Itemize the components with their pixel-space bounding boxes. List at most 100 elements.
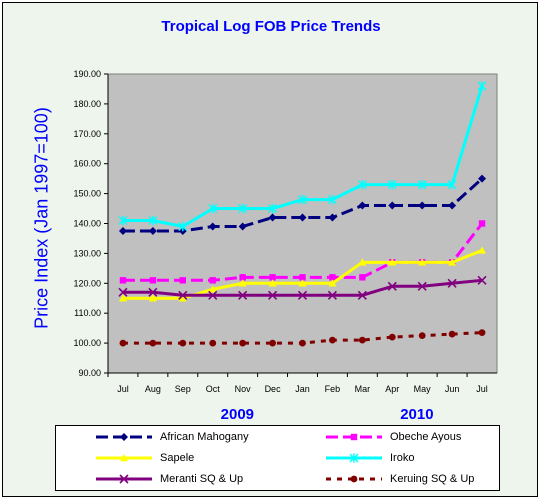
data-point bbox=[208, 290, 218, 300]
data-point bbox=[447, 179, 457, 190]
data-point bbox=[298, 213, 307, 222]
year-label: 2010 bbox=[400, 406, 434, 423]
data-point bbox=[118, 215, 128, 226]
data-point bbox=[269, 274, 276, 281]
legend-item: Meranti SQ & Up bbox=[94, 471, 243, 487]
y-tick-label: 90.00 bbox=[78, 368, 101, 378]
data-point bbox=[329, 336, 336, 344]
data-point bbox=[208, 203, 218, 214]
data-point bbox=[178, 294, 187, 302]
data-point bbox=[357, 179, 367, 190]
legend-swatch bbox=[326, 475, 382, 483]
y-tick-label: 140.00 bbox=[73, 219, 101, 229]
x-tick-label: Dec bbox=[265, 384, 282, 394]
legend-item: Keruing SQ & Up bbox=[324, 471, 474, 487]
data-point bbox=[477, 275, 487, 285]
data-point bbox=[327, 290, 337, 300]
data-point bbox=[119, 474, 129, 484]
data-point bbox=[178, 290, 188, 300]
legend-label: Meranti SQ & Up bbox=[160, 473, 244, 485]
data-point bbox=[418, 258, 427, 266]
x-tick-label: Feb bbox=[325, 384, 341, 394]
data-point bbox=[388, 201, 397, 210]
data-point bbox=[298, 279, 307, 287]
data-point bbox=[149, 277, 157, 284]
data-point bbox=[239, 339, 247, 347]
legend: African Mahogany Obeche Ayous Sapele Iroko M… bbox=[55, 425, 500, 491]
y-tick-label: 100.00 bbox=[73, 338, 101, 348]
data-point bbox=[349, 453, 359, 463]
x-tick-label: Jan bbox=[295, 384, 310, 394]
data-point bbox=[120, 433, 128, 441]
x-tick-label: Aug bbox=[145, 384, 161, 394]
data-point bbox=[387, 281, 397, 291]
data-point bbox=[118, 287, 128, 297]
data-point bbox=[388, 258, 397, 266]
y-tick-label: 170.00 bbox=[73, 129, 101, 139]
data-point bbox=[148, 287, 158, 297]
data-point bbox=[268, 290, 278, 300]
y-tick-label: 110.00 bbox=[74, 308, 101, 318]
legend-item: Sapele bbox=[94, 450, 194, 466]
y-tick-label: 190.00 bbox=[73, 69, 101, 79]
data-point bbox=[358, 201, 367, 210]
data-point bbox=[417, 281, 427, 291]
data-point bbox=[238, 279, 247, 287]
data-point bbox=[448, 258, 457, 266]
data-point bbox=[179, 339, 187, 347]
data-point bbox=[209, 339, 217, 347]
data-point bbox=[238, 222, 247, 231]
x-tick-label: Nov bbox=[235, 384, 252, 394]
legend-label: Obeche Ayous bbox=[390, 431, 462, 443]
legend-swatch bbox=[96, 433, 152, 441]
data-point bbox=[268, 279, 277, 287]
series-sapele bbox=[118, 246, 487, 302]
x-tick-label: Mar bbox=[355, 384, 371, 394]
data-point bbox=[477, 81, 487, 91]
data-point bbox=[418, 201, 427, 210]
y-tick-label: 150.00 bbox=[73, 189, 101, 199]
legend-label: Keruing SQ & Up bbox=[390, 473, 475, 485]
data-point bbox=[208, 285, 217, 293]
x-tick-label: Sep bbox=[175, 384, 191, 394]
data-point bbox=[328, 213, 337, 222]
data-point bbox=[299, 274, 306, 281]
legend-label: African Mahogany bbox=[160, 431, 249, 443]
data-point bbox=[178, 221, 188, 232]
x-tick-label: Jul bbox=[476, 384, 488, 394]
data-point bbox=[359, 274, 366, 281]
legend-swatch bbox=[326, 433, 382, 441]
data-point bbox=[387, 179, 397, 190]
y-tick-label: 180.00 bbox=[73, 99, 101, 109]
year-label: 2009 bbox=[220, 406, 255, 423]
data-point bbox=[297, 290, 308, 300]
data-point bbox=[268, 213, 277, 222]
data-point bbox=[350, 433, 358, 441]
data-point bbox=[358, 336, 366, 344]
data-point bbox=[327, 194, 337, 205]
x-tick-label: May bbox=[414, 384, 432, 394]
legend-label: Iroko bbox=[390, 452, 415, 464]
y-tick-label: 130.00 bbox=[73, 248, 101, 258]
data-point bbox=[417, 179, 427, 190]
data-point bbox=[179, 277, 187, 284]
data-point bbox=[299, 339, 306, 347]
data-point bbox=[448, 201, 457, 210]
data-point bbox=[209, 277, 216, 284]
data-point bbox=[478, 246, 487, 254]
data-point bbox=[328, 279, 337, 287]
data-point bbox=[268, 203, 278, 214]
legend-label: Sapele bbox=[160, 452, 195, 464]
x-tick-label: Jul bbox=[117, 384, 129, 394]
series-iroko bbox=[118, 81, 487, 232]
data-point bbox=[238, 203, 248, 214]
data-point bbox=[478, 174, 487, 183]
legend-item: Iroko bbox=[324, 450, 414, 466]
data-point bbox=[447, 278, 457, 288]
data-point bbox=[118, 294, 127, 302]
legend-item: African Mahogany bbox=[94, 429, 249, 445]
legend-item: Obeche Ayous bbox=[324, 429, 461, 445]
y-tick-label: 120.00 bbox=[73, 278, 101, 288]
data-point bbox=[149, 339, 157, 347]
